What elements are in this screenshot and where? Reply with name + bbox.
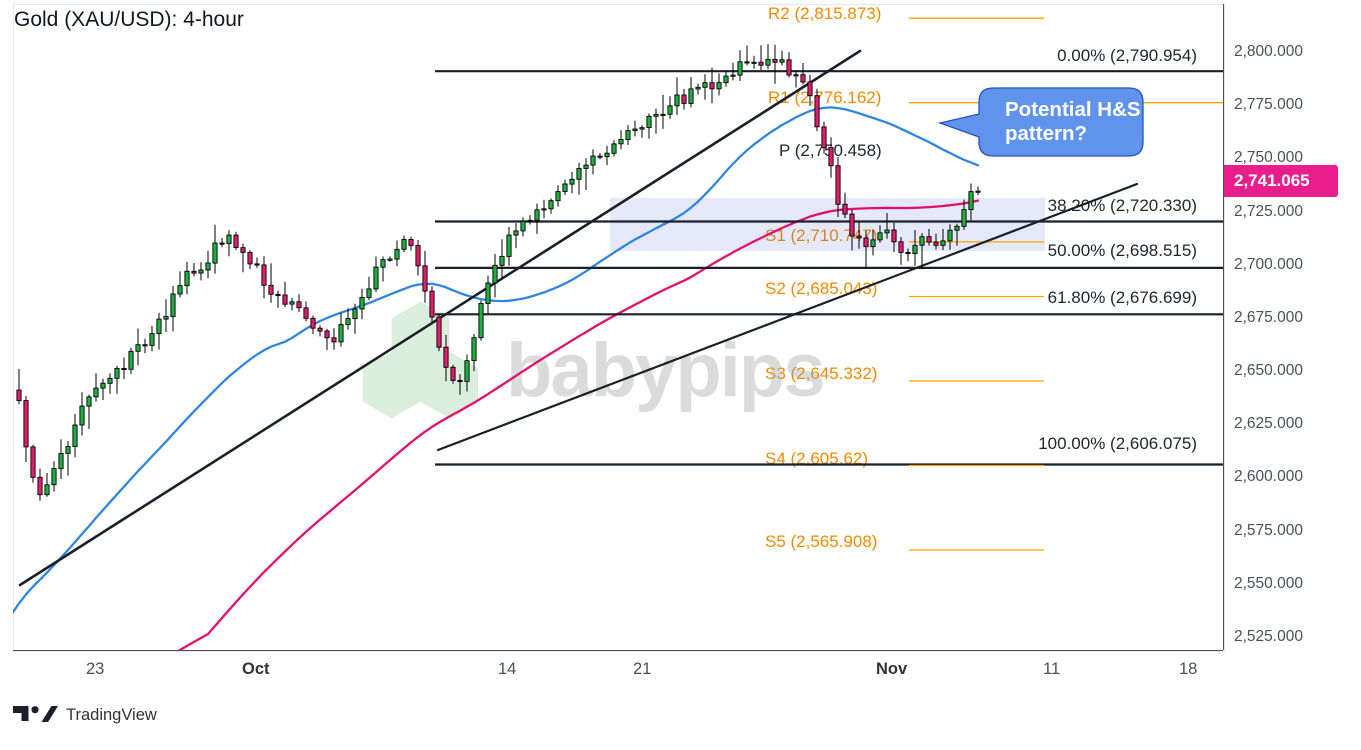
svg-text:babypips: babypips	[506, 328, 824, 413]
svg-text:pattern?: pattern?	[1005, 122, 1087, 145]
svg-text:Potential H&S: Potential H&S	[1005, 98, 1141, 121]
